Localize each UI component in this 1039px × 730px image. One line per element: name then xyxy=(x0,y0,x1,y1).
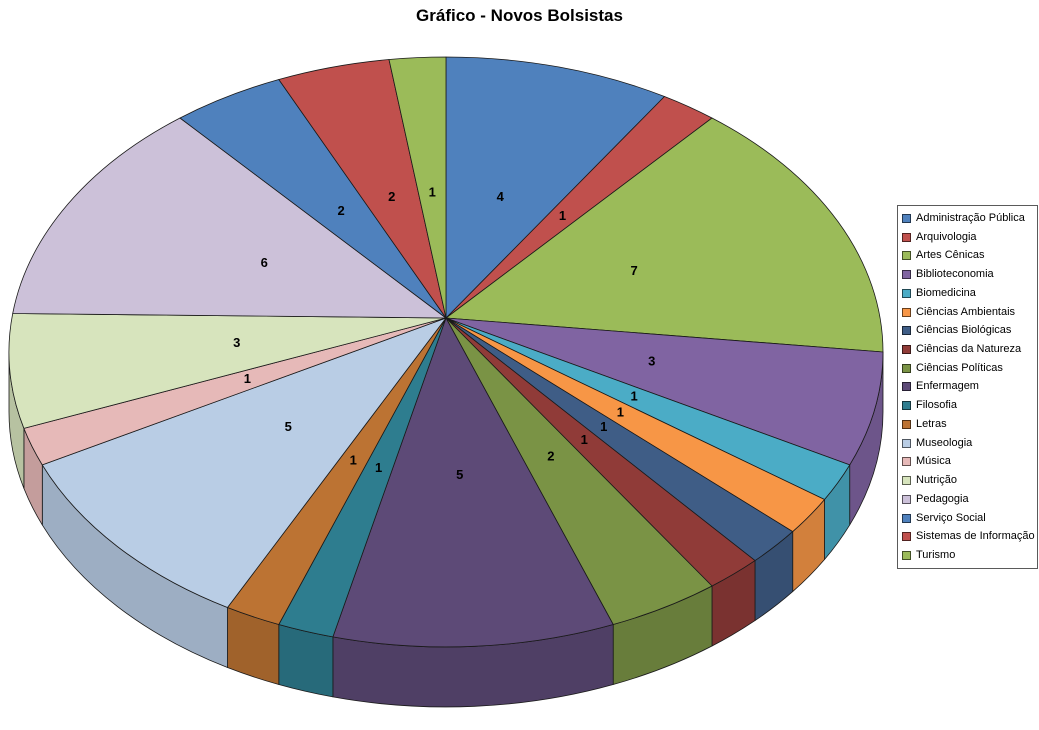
slice-value-label: 1 xyxy=(429,184,436,199)
slice-value-label: 1 xyxy=(375,460,382,475)
legend-label: Biomedicina xyxy=(916,286,976,299)
legend-item: Sistemas de Informação xyxy=(902,530,1035,543)
legend-swatch-icon xyxy=(902,513,911,523)
legend-label: Artes Cênicas xyxy=(916,249,985,262)
slice-value-label: 2 xyxy=(337,203,344,218)
pie-slice xyxy=(388,56,447,319)
pie-slice xyxy=(332,317,614,648)
slice-value-label: 1 xyxy=(559,208,566,223)
legend-item: Pedagogia xyxy=(902,492,1033,505)
legend-swatch-icon xyxy=(902,326,911,336)
legend-item: Nutrição xyxy=(902,475,1033,486)
slice-value-label: 1 xyxy=(617,404,624,419)
slice-value-label: 1 xyxy=(581,432,588,447)
legend-swatch-icon xyxy=(902,401,911,411)
slice-value-label: 4 xyxy=(497,189,505,204)
pie-slice xyxy=(8,313,447,429)
slice-value-label: 1 xyxy=(244,371,251,386)
legend-swatch-icon xyxy=(902,419,911,429)
legend-item: Artes Cênicas xyxy=(902,250,1033,261)
legend-swatch-icon xyxy=(902,345,911,354)
legend-item: Ciências Ambientais xyxy=(902,305,1033,318)
legend-item: Ciências Biológicas xyxy=(902,325,1033,336)
legend-swatch-icon xyxy=(902,438,911,448)
legend-swatch-icon xyxy=(902,270,911,280)
legend-swatch-icon xyxy=(902,232,911,242)
legend-item: Turismo xyxy=(902,550,1033,561)
legend-label: Biblioteconomia xyxy=(916,268,994,281)
legend-swatch-icon xyxy=(902,476,911,486)
slice-value-label: 1 xyxy=(630,388,637,403)
chart-title: Gráfico - Novos Bolsistas xyxy=(416,6,623,25)
legend-swatch-icon xyxy=(902,382,911,392)
legend-item: Museologia xyxy=(902,436,1033,449)
slice-value-label: 5 xyxy=(285,419,292,434)
legend-swatch-icon xyxy=(902,251,911,261)
legend-label: Turismo xyxy=(916,549,956,562)
legend-label: Ciências Ambientais xyxy=(916,305,1016,318)
legend-swatch-icon xyxy=(902,288,911,298)
slice-value-label: 1 xyxy=(350,453,357,468)
legend-label: Serviço Social xyxy=(916,511,986,524)
legend-label: Arquivologia xyxy=(916,230,977,243)
legend-swatch-icon xyxy=(902,457,911,467)
legend-label: Ciências da Natureza xyxy=(916,343,1022,355)
pie-slice xyxy=(41,317,447,608)
legend-label: Administração Pública xyxy=(916,211,1025,224)
legend-item: Biomedicina xyxy=(902,286,1033,299)
slice-value-label: 1 xyxy=(600,419,607,434)
slice-value-label: 3 xyxy=(648,353,655,368)
legend-swatch-icon xyxy=(902,213,911,223)
pie-slice xyxy=(445,117,884,353)
slice-value-label: 5 xyxy=(456,467,463,482)
legend-item: Enfermagem xyxy=(902,381,1033,392)
pie-slice xyxy=(445,56,665,319)
legend-label: Museologia xyxy=(916,436,973,449)
legend-item: Arquivologia xyxy=(902,230,1033,243)
legend-label: Enfermagem xyxy=(916,380,979,393)
legend-swatch-icon xyxy=(902,494,911,504)
pie-slice xyxy=(12,117,447,319)
legend-item: Letras xyxy=(902,417,1033,430)
slice-value-label: 2 xyxy=(547,448,554,463)
legend-swatch-icon xyxy=(902,532,911,542)
legend-label: Ciências Políticas xyxy=(916,361,1003,374)
legend-item: Filosofia xyxy=(902,400,1033,411)
slice-value-label: 6 xyxy=(261,255,268,270)
legend-item: Ciências da Natureza xyxy=(902,344,1033,355)
legend-item: Biblioteconomia xyxy=(902,269,1033,280)
legend-label: Nutrição xyxy=(916,474,957,487)
slice-value-label: 3 xyxy=(233,335,240,350)
pie-slice xyxy=(445,317,884,466)
legend-label: Música xyxy=(916,455,951,468)
slice-value-label: 7 xyxy=(630,263,637,278)
slice-value-label: 2 xyxy=(388,189,395,204)
legend-item: Ciências Políticas xyxy=(902,361,1033,374)
legend-label: Pedagogia xyxy=(916,492,969,505)
legend-item: Música xyxy=(902,456,1033,467)
legend-label: Ciências Biológicas xyxy=(916,324,1012,337)
legend: Administração Pública Arquivologia Artes… xyxy=(897,205,1038,569)
legend-swatch-icon xyxy=(902,551,911,561)
legend-label: Letras xyxy=(916,417,947,430)
legend-item: Administração Pública xyxy=(902,211,1033,224)
legend-swatch-icon xyxy=(902,307,911,317)
legend-label: Filosofia xyxy=(916,399,957,412)
legend-item: Serviço Social xyxy=(902,511,1033,524)
legend-label: Sistemas de Informação xyxy=(916,530,1035,543)
legend-swatch-icon xyxy=(902,363,911,373)
